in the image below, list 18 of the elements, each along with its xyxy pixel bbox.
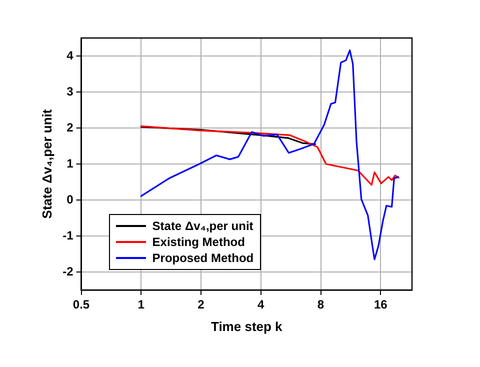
x-tick-label: 1 [138, 298, 145, 312]
y-tick-label: -1 [62, 228, 74, 242]
y-tick-label: -2 [62, 264, 74, 278]
legend-label: Proposed Method [152, 250, 254, 266]
y-axis-title: State Δv₄,per unit [39, 108, 54, 219]
x-axis-title: Time step k [210, 318, 284, 334]
y-tick-label: 2 [66, 120, 74, 134]
x-tick-label: 2 [198, 298, 205, 312]
x-tick-label: 0.5 [72, 298, 90, 312]
y-tick-label: 4 [66, 48, 74, 62]
x-tick-label: 4 [258, 298, 265, 312]
y-tick-label: 1 [66, 156, 74, 170]
x-tick-label: 8 [317, 298, 324, 312]
legend-label: Existing Method [152, 234, 245, 250]
y-tick-label: 3 [66, 84, 74, 98]
y-tick-label: 0 [66, 192, 74, 206]
x-tick-label: 16 [374, 298, 388, 312]
legend-label: State Δv₄,per unit [152, 218, 254, 234]
